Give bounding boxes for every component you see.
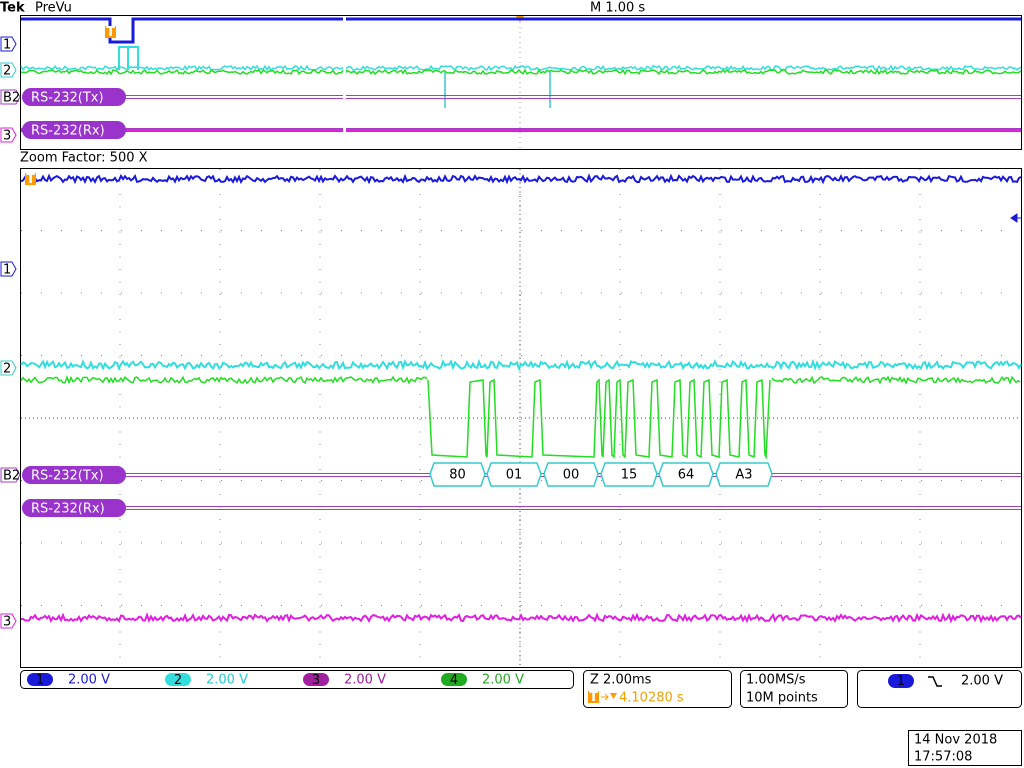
time: 17:57:08	[914, 750, 972, 765]
channel-number: 3	[312, 673, 320, 688]
decoded-byte: A3	[735, 468, 752, 483]
decode-box	[715, 462, 773, 487]
zoom-panel	[583, 670, 732, 708]
trigger-icon-box	[105, 26, 116, 38]
timebase: M 1.00 s	[590, 1, 645, 16]
channel-chip	[27, 673, 53, 686]
decode-box	[486, 462, 542, 487]
trigger-source-chip	[888, 674, 914, 688]
decoded-byte: 00	[563, 468, 580, 483]
channel-scale: 2.00 V	[68, 673, 110, 688]
trigger-position: 4.10280 s	[619, 691, 684, 706]
ch2	[20, 358, 1022, 372]
trigger-icon: T	[589, 690, 598, 705]
channel-marker-box	[0, 467, 21, 483]
channel-marker: 1	[3, 263, 11, 278]
record-length: 10M points	[746, 691, 818, 706]
down-icon	[610, 693, 617, 699]
channel-marker: B2	[3, 91, 20, 106]
datetime-panel	[908, 730, 1022, 766]
falling-edge-icon	[928, 676, 942, 687]
bus-label-pill	[22, 121, 126, 139]
channel-number: 2	[174, 673, 182, 688]
zoom-frame	[20, 168, 1022, 668]
trigger-icon-box	[25, 173, 36, 185]
ref-arrow	[1010, 213, 1021, 223]
channel-marker-box	[0, 89, 21, 105]
labels: 1 2 B2 3 1 2 B2 3 RS-232(Tx) RS-232(Rx) RS-232(Tx)…	[0, 25, 1021, 630]
bus-label: RS-232(Tx)	[31, 91, 104, 106]
zoom-scale: Z 2.00ms	[590, 673, 652, 688]
bus-label-pill	[22, 466, 126, 484]
channel-chip	[441, 673, 467, 686]
channel-number: 1	[36, 673, 44, 688]
channel-chips: 1 2.00 V 2 2.00 V 3 2.00 V 4 2.00 V	[27, 673, 524, 688]
decoded-byte: 64	[678, 468, 695, 483]
trigger-icon: T	[26, 172, 35, 187]
acquisition-panel	[740, 670, 848, 708]
zoom-label: Zoom Factor: 500 X	[20, 151, 148, 166]
arrow-icon	[601, 693, 609, 701]
decoded-byte: 15	[621, 468, 638, 483]
channel-panel	[20, 670, 574, 689]
trigger-level: 2.00 V	[961, 674, 1003, 689]
trigger-source: 1	[897, 674, 905, 689]
ov-spikes	[444, 72, 551, 108]
ch4-burst	[427, 378, 771, 460]
channel-marker-box	[0, 127, 17, 143]
bus-label: RS-232(Rx)	[31, 124, 105, 139]
traces	[20, 17, 1022, 624]
channel-marker: 1	[3, 38, 11, 53]
bus-label: RS-232(Tx)	[31, 469, 104, 484]
overview-gap	[343, 16, 346, 149]
channel-chip	[165, 673, 191, 686]
channel-marker: 3	[3, 129, 11, 144]
trigger-icon-box	[588, 691, 599, 703]
decode-box	[600, 462, 658, 487]
channel-number: 4	[450, 673, 458, 688]
date: 14 Nov 2018	[914, 733, 997, 748]
channel-chip	[303, 673, 329, 686]
bus-label-pill	[22, 499, 126, 517]
overview-frame	[20, 15, 1022, 150]
ch1	[20, 173, 1022, 185]
channel-marker: 2	[3, 362, 11, 377]
graticule	[21, 22, 1021, 667]
channel-marker-box	[0, 261, 17, 277]
channel-scale: 2.00 V	[344, 673, 386, 688]
channel-marker-box	[0, 62, 17, 78]
decoded-byte: 01	[506, 468, 523, 483]
bus-label: RS-232(Rx)	[31, 502, 105, 517]
mode: PreVu	[35, 1, 72, 16]
ov-ch1	[21, 17, 1021, 44]
ch4-right	[771, 375, 1021, 385]
channel-scale: 2.00 V	[206, 673, 248, 688]
channel-marker-box	[0, 360, 17, 376]
brand: Tek	[0, 1, 25, 16]
channel-scale: 2.00 V	[482, 673, 524, 688]
ov-ch2	[20, 64, 1022, 72]
channel-marker: 3	[3, 615, 11, 630]
trigger-icon: T	[106, 25, 115, 40]
channel-marker: 2	[3, 64, 11, 79]
ov-ch2-pulse	[118, 46, 139, 70]
ch3	[21, 612, 1022, 624]
channel-marker-box	[0, 613, 17, 629]
decoded-byte: 80	[449, 468, 466, 483]
ch4-left	[20, 375, 428, 385]
bus-label-pill	[22, 88, 126, 106]
ov-ch4	[20, 68, 1022, 76]
decode-box	[429, 462, 486, 487]
decode-box	[543, 462, 599, 487]
ov-ch3	[21, 128, 1021, 132]
channel-marker-box	[0, 36, 17, 52]
channel-marker: B2	[3, 469, 20, 484]
sample-rate: 1.00MS/s	[746, 673, 806, 688]
decode-box	[658, 462, 714, 487]
